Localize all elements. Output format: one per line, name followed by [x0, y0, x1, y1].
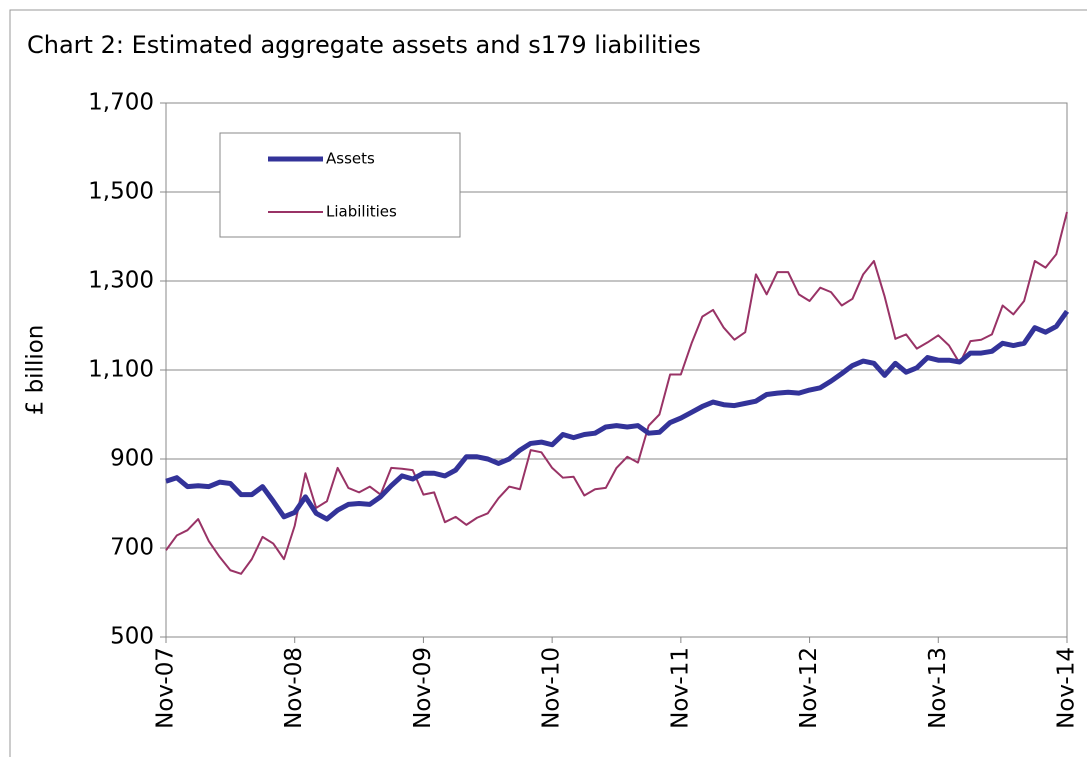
legend-label: Assets — [326, 150, 375, 168]
x-tick-label: Nov-07 — [153, 647, 179, 729]
y-tick-label: 1,300 — [88, 268, 154, 294]
y-tick-label: 1,500 — [88, 179, 154, 205]
x-tick-label: Nov-10 — [539, 647, 565, 729]
y-tick-label: 1,700 — [88, 90, 154, 116]
line-series — [165, 211, 1068, 575]
x-tick-label: Nov-09 — [410, 647, 436, 729]
plot-border — [165, 102, 1068, 638]
x-tick-label: Nov-14 — [1054, 647, 1080, 729]
x-tick-label: Nov-11 — [667, 647, 693, 729]
y-tick-label: 900 — [110, 446, 154, 472]
frame — [9, 9, 1087, 757]
y-tick-label: 700 — [110, 535, 154, 561]
y-tick-label: 1,100 — [88, 357, 154, 383]
y-tick-label: 500 — [110, 624, 154, 650]
x-tick-label: Nov-08 — [281, 647, 307, 729]
x-tick-label: Nov-13 — [925, 647, 951, 729]
line-series — [165, 309, 1070, 522]
x-tick-label: Nov-12 — [796, 647, 822, 729]
chart-title: Chart 2: Estimated aggregate assets and … — [27, 31, 701, 59]
y-axis-label: £ billion — [23, 325, 49, 416]
legend-label: Liabilities — [326, 203, 397, 221]
legend-box — [219, 132, 461, 238]
